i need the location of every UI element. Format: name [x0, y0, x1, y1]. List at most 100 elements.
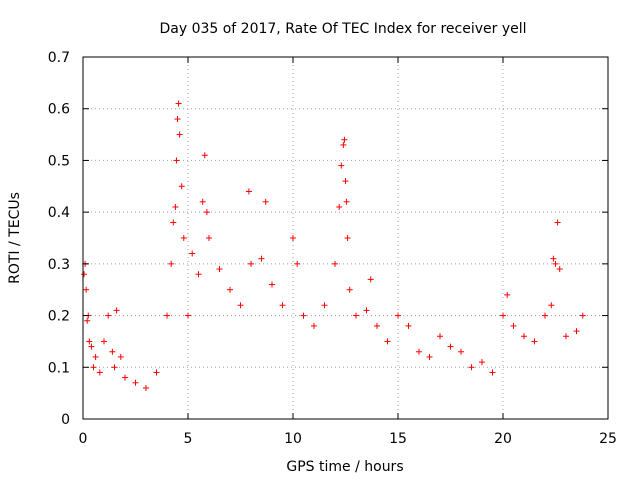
data-point [384, 338, 391, 345]
data-point [92, 353, 99, 360]
data-point [170, 219, 177, 226]
data-point [542, 312, 548, 319]
plot-frame [82, 56, 609, 420]
x-tick-label: 5 [184, 431, 193, 447]
data-point [342, 178, 349, 185]
data-point [153, 369, 160, 376]
data-point [468, 364, 475, 371]
data-point [338, 162, 345, 169]
data-point [489, 369, 496, 376]
data-point [101, 338, 107, 345]
data-point [86, 338, 93, 345]
y-tick-label: 0.2 [48, 309, 70, 325]
data-point [245, 188, 252, 195]
x-tick-label: 25 [599, 431, 617, 447]
data-point [199, 198, 206, 205]
data-point [269, 281, 275, 288]
data-point [143, 384, 149, 391]
data-point [363, 307, 370, 314]
data-point [83, 286, 90, 293]
data-point [173, 157, 180, 164]
data-point [172, 203, 179, 210]
data-point [500, 312, 506, 319]
data-point [344, 235, 351, 241]
data-point [206, 235, 212, 241]
data-point [290, 235, 296, 241]
data-point [203, 209, 210, 216]
data-point [216, 266, 223, 273]
x-tick-label: 0 [79, 431, 88, 447]
data-point [437, 333, 443, 340]
data-point [300, 312, 307, 319]
data-point [175, 100, 182, 107]
data-point [227, 286, 233, 293]
data-point [84, 317, 91, 324]
data-point [504, 291, 511, 298]
data-point [340, 141, 347, 148]
data-point [237, 302, 244, 309]
data-point [164, 312, 170, 319]
y-tick-label: 0.5 [48, 153, 70, 169]
data-point [353, 312, 359, 319]
data-point [189, 250, 196, 257]
data-point [550, 255, 557, 262]
y-tick-label: 0 [61, 412, 70, 428]
data-point [556, 266, 563, 273]
data-point [458, 348, 464, 355]
data-point [416, 348, 422, 355]
data-point [178, 183, 185, 190]
data-point [341, 136, 348, 143]
data-point [195, 271, 202, 278]
data-point [405, 322, 412, 329]
data-point [90, 364, 97, 371]
data-point [262, 198, 269, 205]
data-point [552, 260, 559, 267]
data-point [258, 255, 265, 262]
data-point [479, 359, 485, 366]
data-point [346, 286, 353, 293]
y-axis-label: ROTI / TECUs [7, 192, 23, 284]
data-point [521, 333, 527, 340]
data-point [201, 152, 208, 159]
data-point [185, 312, 191, 319]
axis-ticks: 0 5 10 15 20 25 0 0.1 0.2 0.3 0.4 0.5 0.6 0.7 [48, 50, 617, 447]
data-point [548, 302, 555, 309]
data-point [336, 203, 343, 210]
data-point [248, 260, 254, 267]
data-point [279, 302, 286, 309]
data-point [105, 312, 112, 319]
x-tick-label: 10 [284, 431, 302, 447]
data-point [117, 353, 124, 360]
data-point [113, 307, 120, 314]
data-point [174, 116, 181, 123]
data-point [111, 364, 118, 371]
data-point [176, 131, 183, 138]
data-point [573, 328, 580, 335]
y-tick-label: 0.7 [48, 50, 70, 66]
data-point [395, 312, 401, 319]
data-point [554, 219, 561, 226]
data-point [168, 260, 175, 267]
data-points [81, 100, 586, 391]
data-point [132, 379, 139, 386]
y-tick-label: 0.4 [48, 205, 70, 221]
data-point [367, 276, 374, 283]
data-point [563, 333, 569, 340]
y-tick-label: 0.3 [48, 257, 70, 273]
data-point [180, 235, 187, 241]
data-point [531, 338, 538, 345]
data-point [332, 260, 338, 267]
y-tick-label: 0.6 [48, 102, 70, 118]
data-point [579, 312, 586, 319]
data-point [321, 302, 328, 309]
data-point [343, 198, 350, 205]
data-point [510, 322, 517, 329]
x-axis-label: GPS time / hours [286, 459, 403, 475]
x-tick-label: 15 [389, 431, 407, 447]
data-point [447, 343, 454, 350]
data-point [122, 374, 128, 381]
data-point [311, 322, 317, 329]
data-point [109, 348, 116, 355]
data-point [81, 271, 88, 278]
